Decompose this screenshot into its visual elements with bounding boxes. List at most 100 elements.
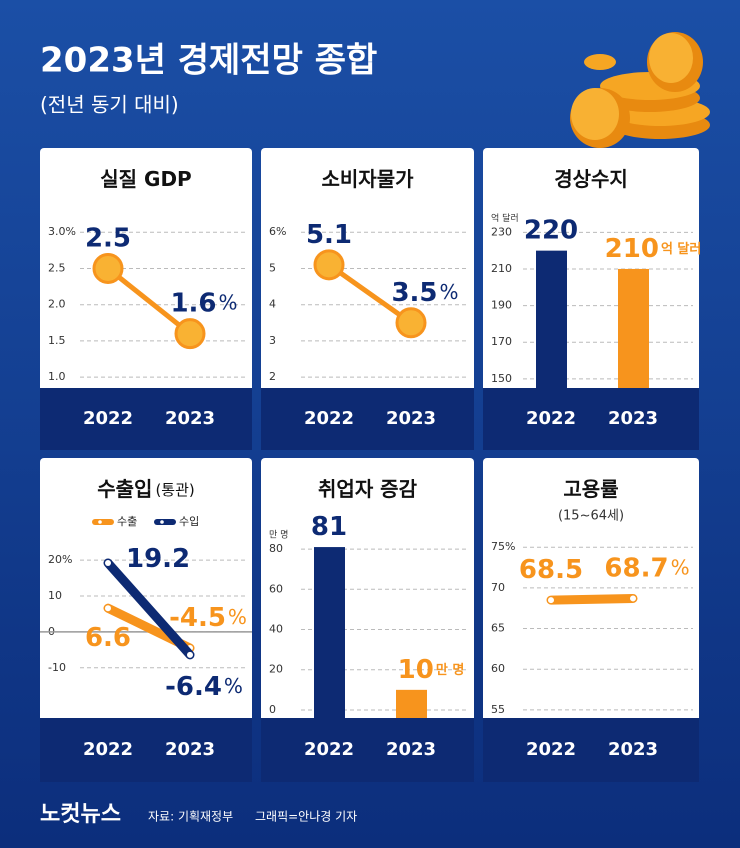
panel: [483, 458, 699, 782]
panel-title-text: 고용률: [563, 477, 618, 501]
y-tick-label: 70: [491, 581, 505, 594]
x-tick-label: 2022: [83, 408, 133, 429]
x-tick-label: 2022: [526, 408, 576, 429]
x-tick-label: 2022: [83, 739, 133, 760]
y-tick-label: 170: [491, 335, 512, 348]
y-tick-label: 1.5: [48, 334, 66, 347]
value-label: 10 만 명: [398, 654, 465, 684]
y-tick-label: 1.0: [48, 370, 66, 383]
y-tick-label: 2.5: [48, 261, 66, 274]
y-tick-label: 20: [269, 663, 283, 676]
x-tick-label: 2022: [304, 739, 354, 760]
y-tick-label: 65: [491, 622, 505, 635]
legend-label: 수출: [117, 515, 137, 528]
y-tick-label: 20%: [48, 553, 72, 566]
y-tick-label: 60: [491, 662, 505, 675]
coins-illustration: [570, 32, 710, 148]
panel-title: 경상수지: [554, 167, 628, 191]
value-label: 1.6%: [170, 288, 237, 318]
bar: [314, 547, 345, 718]
y-tick-label: 230: [491, 225, 512, 238]
category-band: [483, 718, 699, 782]
panel: [40, 458, 252, 782]
y-tick-label: 3: [269, 334, 276, 347]
x-tick-label: 2023: [165, 408, 215, 429]
panel: [261, 148, 474, 450]
value-label: -4.5%: [169, 603, 247, 633]
point: [174, 318, 206, 350]
point: [395, 307, 427, 339]
y-tick-label: 190: [491, 299, 512, 312]
panel-subtitle: (15~64세): [558, 509, 624, 524]
value-label-number: -6.4: [165, 671, 222, 701]
value-label-number: 81: [311, 512, 347, 542]
value-label-number: 1.6: [170, 288, 216, 318]
y-tick-label: 0: [269, 703, 276, 716]
value-label-number: 19.2: [126, 543, 190, 573]
value-label-number: 220: [524, 215, 578, 245]
y-tick-label: 2: [269, 370, 276, 383]
value-label: 3.5%: [391, 277, 458, 307]
source: 자료: 기획재정부: [148, 810, 233, 824]
value-label: 2.5: [85, 223, 131, 253]
x-tick-label: 2023: [608, 408, 658, 429]
panel-title-text: 실질 GDP: [100, 167, 191, 191]
value-label: 19.2: [126, 543, 190, 573]
x-tick-label: 2023: [608, 739, 658, 760]
panel-title-text: 소비자물가: [322, 167, 415, 191]
value-label-unit: 만 명: [436, 661, 464, 677]
panel-title: 소비자물가: [322, 167, 415, 191]
panel-title-text: 경상수지: [554, 167, 628, 191]
category-band: [40, 388, 252, 450]
y-tick-label: 60: [269, 582, 283, 595]
y-tick-label: 5: [269, 261, 276, 274]
point: [313, 249, 345, 281]
value-label-unit: %: [224, 673, 243, 697]
y-tick-label: 10: [48, 589, 62, 602]
y-tick-label: 2.0: [48, 298, 66, 311]
page-title: 2023년 경제전망 종합: [40, 41, 377, 81]
panel-title: 취업자 증감: [318, 477, 418, 501]
y-tick-label: 6%: [269, 225, 286, 238]
value-label: 220: [524, 215, 578, 245]
x-tick-label: 2023: [165, 739, 215, 760]
value-label: 68.7%: [604, 553, 689, 583]
panel-title: 고용률: [563, 477, 618, 501]
line: [105, 265, 193, 337]
value-label-unit: %: [671, 555, 690, 579]
value-label-unit: %: [228, 605, 247, 629]
category-band: [261, 718, 474, 782]
y-tick-label: 75%: [491, 540, 515, 553]
x-tick-label: 2023: [386, 739, 436, 760]
bar: [396, 689, 427, 718]
line: [103, 558, 195, 660]
x-tick-label: 2022: [526, 739, 576, 760]
value-label-number: 5.1: [306, 219, 352, 249]
value-label-unit: %: [440, 279, 459, 303]
logo: 노컷뉴스: [40, 802, 121, 827]
y-tick-label: 150: [491, 372, 512, 385]
value-label: 81: [311, 512, 347, 542]
value-label-number: -4.5: [169, 603, 226, 633]
legend-label: 수입: [179, 515, 199, 528]
line: [326, 262, 414, 326]
page-subtitle: (전년 동기 대비): [40, 93, 179, 117]
value-label-number: 2.5: [85, 223, 131, 253]
value-label-number: 3.5: [391, 277, 437, 307]
y-tick-label: 40: [269, 623, 283, 636]
value-label: 5.1: [306, 219, 352, 249]
point: [187, 651, 193, 658]
x-tick-label: 2023: [386, 408, 436, 429]
value-label: 6.6: [85, 623, 131, 653]
bar: [618, 268, 649, 388]
y-unit-label: 억 달러: [491, 212, 519, 224]
panel-title: 수출입 (통관): [97, 477, 195, 501]
y-tick-label: 210: [491, 262, 512, 275]
panel-subtitle: (통관): [155, 481, 194, 499]
point: [92, 252, 124, 284]
category-band: [483, 388, 699, 450]
bar: [536, 250, 567, 388]
legend-dot: [98, 520, 102, 524]
